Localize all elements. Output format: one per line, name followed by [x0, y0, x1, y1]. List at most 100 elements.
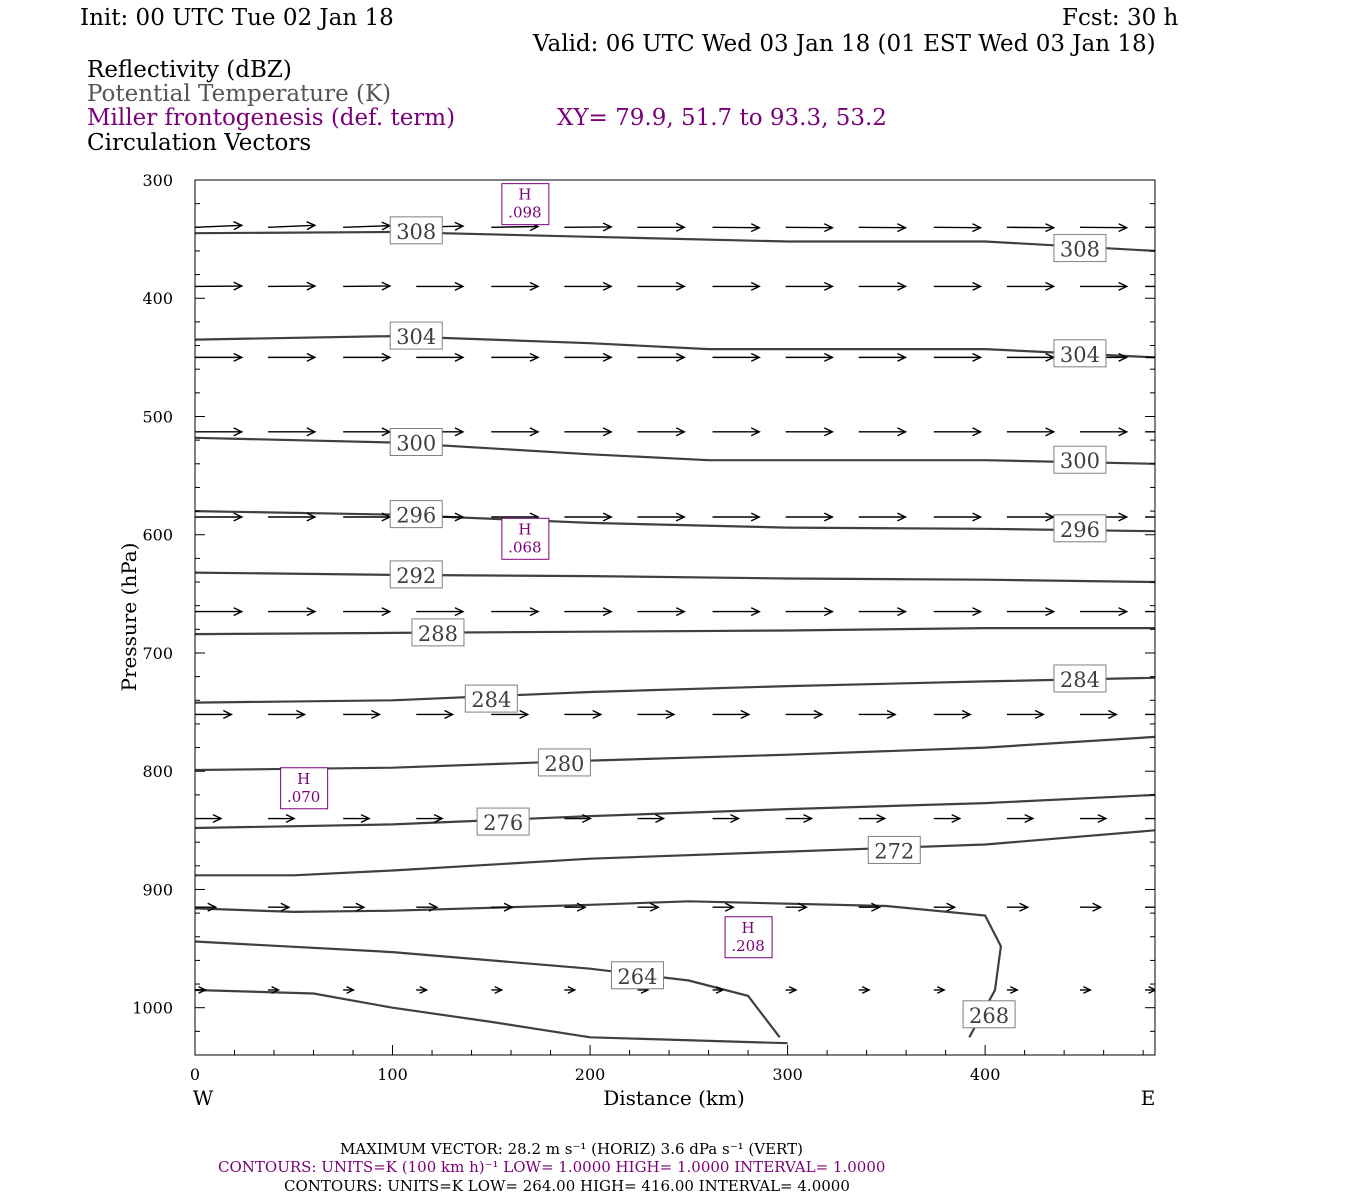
circulation-vector-head	[355, 902, 366, 912]
frontogenesis-max-value: .098	[508, 204, 541, 222]
circulation-vector-head	[823, 223, 835, 233]
field-reflectivity: Reflectivity (dBZ)	[87, 57, 292, 83]
contour-label-box	[1053, 514, 1107, 543]
circulation-vector-head	[503, 902, 514, 912]
circulation-vector-head	[1118, 281, 1129, 291]
circulation-vector-head	[602, 512, 613, 522]
frontogenesis-max-label: H	[297, 770, 310, 788]
circulation-vector-head	[871, 902, 882, 912]
circulation-vector-head	[454, 221, 465, 231]
circulation-vector-head	[1118, 512, 1129, 522]
contour-label: 292	[396, 564, 436, 588]
circulation-vector-head	[529, 427, 540, 437]
circulation-vector-head	[1184, 283, 1192, 291]
circulation-vector-head	[529, 281, 540, 291]
theta-contour-284	[195, 676, 1155, 704]
circulation-vector-head	[1045, 427, 1056, 437]
circulation-vector-head	[655, 813, 666, 824]
circulation-vector-head	[675, 352, 686, 362]
field-frontogenesis: Miller frontogenesis (def. term)	[87, 105, 456, 131]
circulation-vector-head	[1158, 903, 1166, 911]
x-tick-label: 300	[772, 1065, 803, 1084]
circulation-vector-head	[233, 221, 244, 231]
contour-label: 264	[617, 965, 657, 989]
circulation-vector-head	[972, 352, 983, 362]
circulation-vector-head	[861, 985, 871, 994]
contour-label-box	[1053, 234, 1107, 263]
theta-contour-276	[195, 793, 1155, 830]
frontogenesis-max-value: .070	[287, 788, 320, 806]
contour-labels: 308 308 304 304 300 300 296 296 292 288 284 284 280 2…	[389, 216, 1107, 1029]
circulation-vector-head	[306, 607, 317, 617]
circulation-vector-head	[823, 512, 835, 522]
circulation-vector-head	[730, 813, 741, 824]
theta-contour-260	[195, 988, 788, 1045]
circulation-vector-head	[1184, 608, 1192, 616]
frontogenesis-max-box	[501, 183, 550, 226]
circulation-vector-head	[454, 352, 465, 362]
contour-label-box	[1053, 339, 1107, 368]
circulation-vector-head	[823, 281, 835, 291]
contour-label-box	[389, 216, 443, 245]
contour-label: 304	[1060, 343, 1100, 367]
circulation-vector-head	[972, 223, 983, 233]
circulation-vector-head	[750, 427, 761, 437]
circulation-vector-head	[1148, 985, 1155, 994]
init-time: Init: 00 UTC Tue 02 Jan 18	[80, 5, 394, 31]
circulation-vector-head	[1184, 428, 1192, 436]
frontogenesis-max-box	[724, 916, 773, 959]
circulation-vector	[195, 224, 242, 228]
theta-contour-300	[195, 436, 1155, 465]
circulation-vector-head	[1184, 513, 1192, 521]
circulation-vector-head	[750, 352, 761, 362]
maximum-vector-note: MAXIMUM VECTOR: 28.2 m s⁻¹ (HORIZ) 3.6 d…	[340, 1140, 803, 1158]
circulation-vector-head	[602, 607, 613, 617]
circulation-vector-head	[715, 985, 725, 994]
circulation-vector-head	[1097, 813, 1108, 824]
theta-contour-info: CONTOURS: UNITS=K LOW= 264.00 HIGH= 416.…	[284, 1177, 850, 1195]
contour-label: 272	[874, 839, 914, 863]
circulation-vector-head	[285, 813, 296, 824]
circulation-vector-head	[797, 902, 809, 912]
circulation-vector-head	[454, 512, 465, 522]
circulation-vector-head	[381, 281, 392, 291]
contour-label: 268	[969, 1004, 1009, 1028]
contour-label-box	[389, 560, 443, 589]
circulation-vector-head	[1024, 813, 1035, 824]
circulation-vector-head	[306, 221, 317, 231]
circulation-vector-head	[961, 709, 972, 720]
circulation-vector-head	[1184, 354, 1192, 362]
circulation-vector-head	[428, 902, 439, 912]
circulation-vector	[491, 225, 539, 228]
circulation-vector-head	[306, 281, 317, 291]
circulation-vector-head	[1118, 352, 1129, 362]
circulation-vector-head	[886, 709, 897, 720]
circulation-vector	[343, 224, 390, 228]
theta-contour-308	[195, 230, 1155, 252]
circulation-vector-head	[823, 427, 834, 437]
contour-label-box	[537, 748, 591, 777]
circulation-vector-head	[951, 813, 962, 824]
circulation-vector-head	[602, 222, 613, 232]
theta-contour-292	[195, 571, 1155, 584]
circulation-vector-head	[823, 607, 835, 617]
circulation-vector-head	[233, 427, 244, 437]
circulation-vector-head	[675, 512, 686, 522]
circulation-vector-head	[602, 352, 613, 362]
theta-contour-296	[195, 510, 1155, 533]
circulation-vector-head	[1083, 985, 1092, 994]
circulation-vector-head	[592, 709, 603, 720]
contour-label-box	[389, 321, 443, 350]
circulation-vector-head	[381, 607, 392, 617]
frontogenesis-max-label: H	[518, 186, 531, 204]
cross-section-chart: 308 308 304 304 300 300 296 296 292 288 284 284 280 2…	[117, 171, 1192, 1110]
circulation-vector-head	[519, 709, 530, 720]
cross-section-endpoints: XY= 79.9, 51.7 to 93.3, 53.2	[557, 105, 887, 131]
circulation-vector	[268, 224, 315, 228]
circulation-vector-head	[233, 281, 244, 291]
plot-frame	[194, 179, 1156, 1056]
y-tick-label: 700	[142, 644, 173, 663]
contour-label-box	[1053, 664, 1107, 693]
circulation-vector-head	[419, 985, 429, 994]
